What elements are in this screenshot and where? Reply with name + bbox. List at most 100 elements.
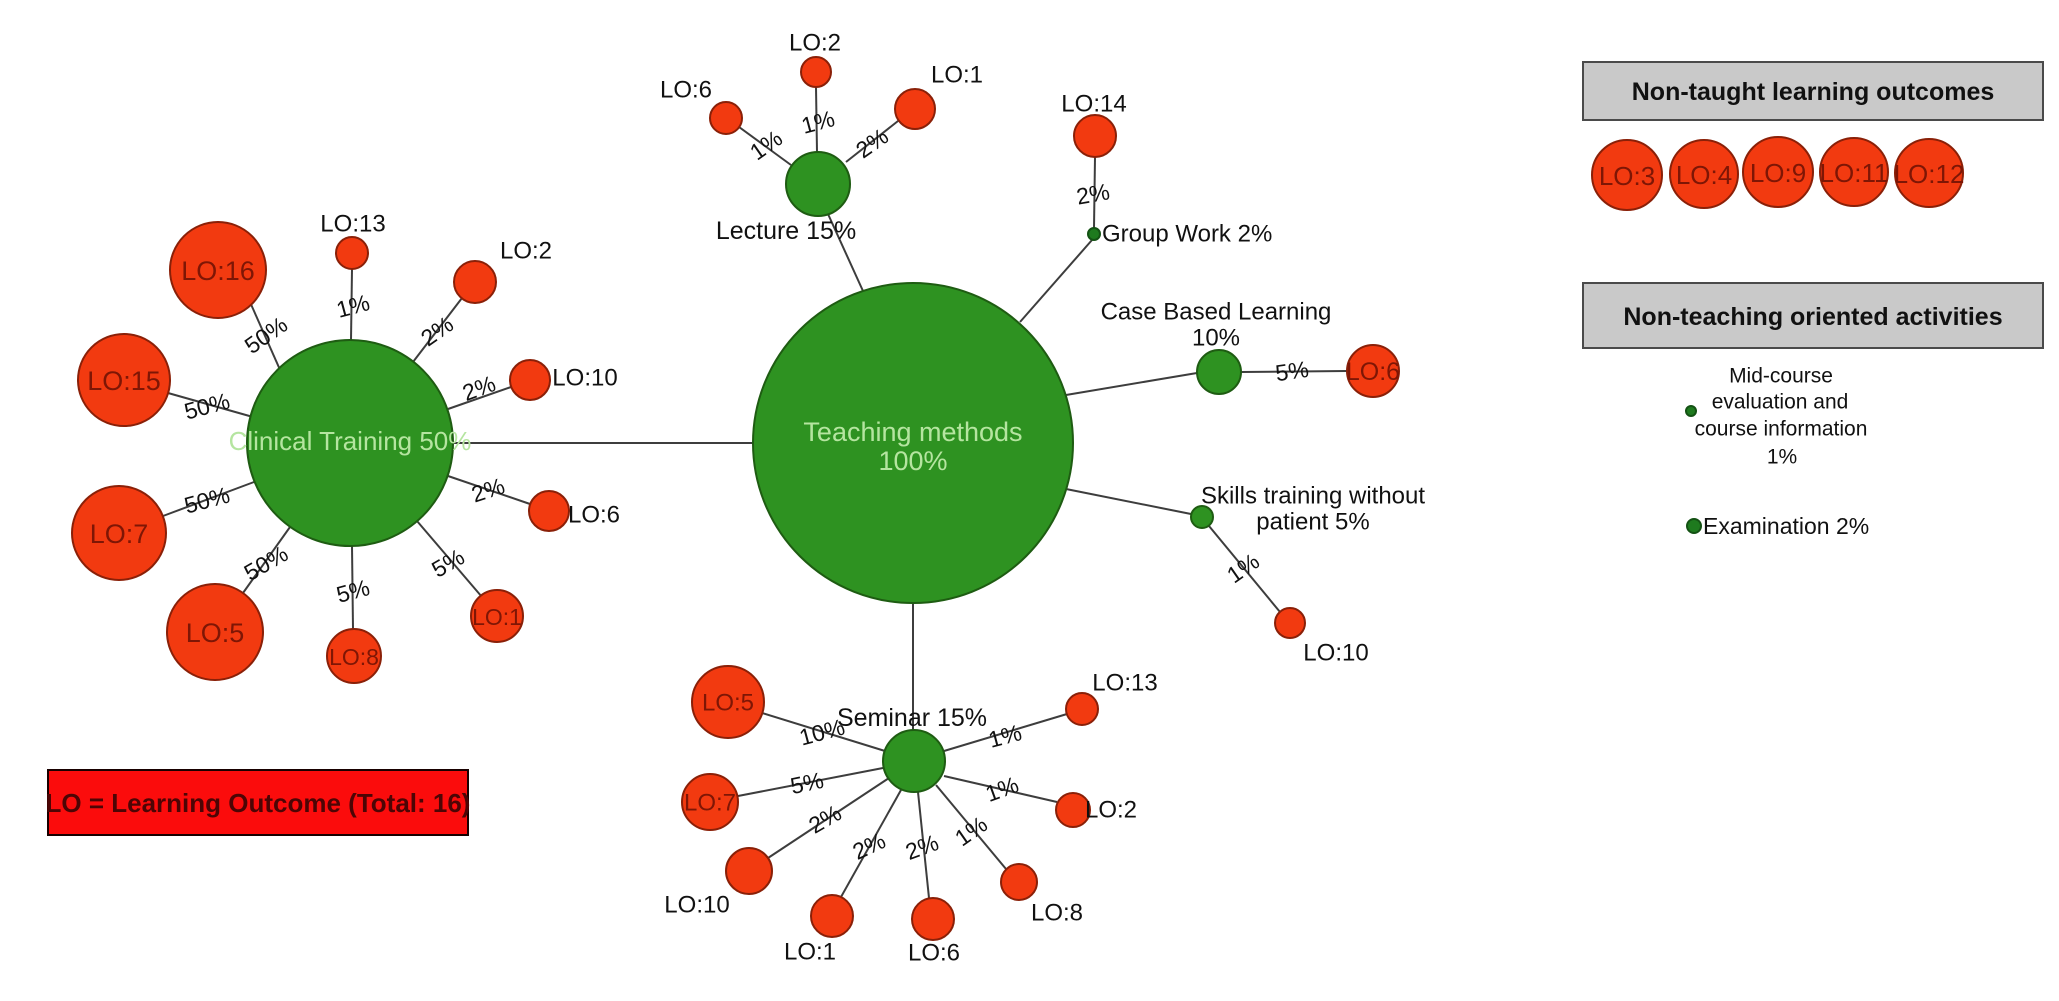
label-lo5-seminar: LO:5 (702, 690, 754, 717)
label-lo7-seminar: LO:7 (684, 790, 736, 817)
label-lo12-nontaught: LO:12 (1894, 159, 1965, 189)
node-lo10-seminar (725, 847, 773, 895)
edge-clinical-lo16 (249, 301, 282, 373)
edge-clinical-lo1 (416, 520, 483, 598)
node-lo10-clinical (509, 359, 551, 401)
pct-seminar-lo2: 1% (982, 771, 1022, 807)
node-lecture (785, 151, 851, 217)
node-lo11-nontaught (1819, 137, 1889, 207)
pct-clinical-lo5: 50% (240, 540, 293, 586)
pct-clinical-lo16: 50% (240, 311, 293, 359)
label-lo13-clinical: LO:13 (320, 211, 385, 238)
label-lo14-groupwork: LO:14 (1061, 91, 1126, 118)
label-lo6-cbl: LO:6 (1346, 358, 1400, 386)
label-lo6-clinical: LO:6 (568, 502, 620, 529)
label-lo6-seminar: LO:6 (908, 940, 960, 967)
label-lo1-lecture: LO:1 (931, 62, 983, 89)
node-lo6-seminar (911, 897, 955, 941)
label-teaching-methods-line2: 100% (878, 446, 947, 476)
node-lo2-lecture (800, 56, 832, 88)
label-lecture: Lecture 15% (716, 217, 856, 245)
node-lo6-cbl (1346, 344, 1400, 398)
edge-seminar-lo8 (935, 784, 1007, 870)
node-lo4-nontaught (1669, 139, 1739, 209)
edge-clinical-lo7 (162, 481, 255, 517)
edge-skills-lo10 (1208, 525, 1281, 613)
legend-lo-text: LO = Learning Outcome (Total: 16) (46, 788, 471, 818)
pct-seminar-lo7: 5% (788, 767, 826, 799)
node-lo3-nontaught (1591, 139, 1663, 211)
header-non-teaching: Non-teaching oriented activities (1623, 303, 2002, 331)
node-lo10-skills (1274, 607, 1306, 639)
pct-groupwork-lo14: 2% (1074, 178, 1111, 209)
edge-teaching-groupwork (1019, 239, 1093, 323)
edge-groupwork-lo14 (1093, 156, 1096, 229)
pct-seminar-lo13: 1% (986, 719, 1025, 753)
label-lo6-lecture: LO:6 (660, 77, 712, 104)
pct-skills-lo10: 1% (1222, 548, 1264, 588)
edge-seminar-lo2 (943, 775, 1058, 803)
edge-seminar-lo5 (761, 712, 886, 752)
label-lo3-nontaught: LO:3 (1599, 161, 1655, 191)
label-lo5-clinical: LO:5 (186, 618, 245, 648)
pct-lecture-lo6: 1% (745, 125, 787, 165)
node-teaching-methods (752, 282, 1074, 604)
node-lo6-lecture (709, 101, 743, 135)
edge-clinical-lo5 (242, 526, 291, 594)
node-lo12-nontaught (1894, 138, 1964, 208)
pct-cbl-lo6: 5% (1274, 356, 1311, 386)
pct-clinical-lo13: 1% (334, 289, 373, 323)
label-seminar: Seminar 15% (837, 704, 987, 732)
node-lo8-clinical (326, 628, 382, 684)
label-skills-line2: patient 5% (1256, 509, 1369, 536)
pct-seminar-lo10: 2% (804, 799, 846, 838)
edge-teaching-cbl (1065, 372, 1198, 396)
pct-clinical-lo15: 50% (181, 387, 232, 424)
node-lo15-clinical (77, 333, 171, 427)
label-lo7-clinical: LO:7 (90, 519, 149, 549)
pct-clinical-lo6: 2% (468, 472, 508, 507)
label-lo10-clinical: LO:10 (552, 365, 617, 392)
edge-lecture-lo1 (845, 120, 899, 163)
node-lo14-groupwork (1073, 114, 1117, 158)
label-lo13-seminar: LO:13 (1092, 670, 1157, 697)
node-lo1-clinical (470, 589, 524, 643)
node-lo2-clinical (453, 260, 497, 304)
pct-clinical-lo8: 5% (334, 574, 373, 608)
label-clinical-training: Clinical Training 50% (229, 426, 472, 456)
label-lo10-seminar: LO:10 (664, 892, 729, 919)
edge-lecture-lo2 (815, 86, 818, 153)
label-lo2-clinical: LO:2 (500, 238, 552, 265)
pct-clinical-lo2: 2% (416, 311, 458, 351)
panel-non-taught-outcomes (1582, 61, 2044, 121)
node-seminar (882, 729, 946, 793)
node-case-based-learning (1196, 349, 1242, 395)
label-teaching-methods-line1: Teaching methods (803, 417, 1022, 447)
label-midcourse-line4: 1% (1767, 446, 1797, 469)
label-lo11-nontaught: LO:11 (1820, 158, 1889, 188)
label-lo9-nontaught: LO:9 (1750, 158, 1806, 188)
edge-clinical-lo2 (412, 297, 463, 363)
edge-teaching-skills (1065, 488, 1192, 515)
node-lo1-seminar (810, 894, 854, 938)
edge-clinical-lo15 (167, 392, 254, 418)
node-lo8-seminar (1000, 863, 1038, 901)
node-lo1-lecture (894, 88, 936, 130)
edge-lecture-lo6 (738, 126, 792, 166)
label-midcourse-line3: course information (1695, 418, 1868, 441)
label-lo2-lecture: LO:2 (789, 30, 841, 57)
node-lo13-seminar (1065, 692, 1099, 726)
node-lo7-seminar (681, 773, 739, 831)
pct-clinical-lo7: 50% (181, 481, 232, 518)
edge-clinical-lo6 (447, 475, 531, 505)
edge-clinical-lo10 (447, 386, 512, 410)
label-lo1-seminar: LO:1 (784, 939, 836, 966)
dot-examination (1686, 518, 1702, 534)
label-skills-line1: Skills training without (1201, 483, 1425, 510)
edge-seminar-lo10 (767, 777, 890, 859)
label-lo16-clinical: LO:16 (181, 256, 255, 286)
edge-teaching-lecture (827, 213, 864, 292)
pct-seminar-lo6: 2% (902, 829, 942, 865)
label-lo8-clinical: LO:8 (329, 644, 379, 670)
